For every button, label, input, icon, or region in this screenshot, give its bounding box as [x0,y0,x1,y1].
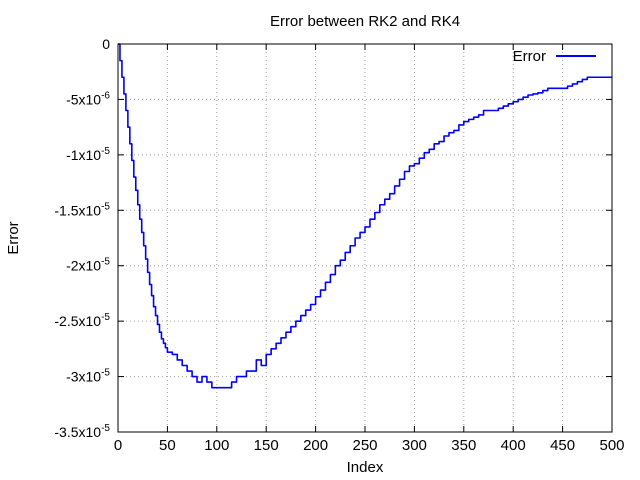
legend: Error [513,48,596,65]
y-tick-exponent: -5 [101,423,110,434]
legend-label: Error [513,48,546,65]
y-tick-label: -2x10-5 [66,257,110,274]
x-tick-label: 100 [204,437,229,454]
y-tick-mantissa: 0 [102,36,110,52]
y-tick-mantissa: -2.5x10 [54,313,101,329]
y-axis-label: Error [5,221,22,254]
x-tick-label: 300 [402,437,427,454]
x-tick-label: 350 [451,437,476,454]
y-tick-label: -2.5x10-5 [54,312,110,329]
chart-title: Error between RK2 and RK4 [270,13,460,30]
series-layer [118,43,612,389]
y-tick-mantissa: -3.5x10 [54,424,101,440]
x-tick-label: 250 [352,437,377,454]
y-tick-exponent: -5 [101,368,110,379]
y-tick-label: -1.5x10-5 [54,201,110,218]
x-tick-label: 150 [254,437,279,454]
y-tick-mantissa: -1.5x10 [54,202,101,218]
y-tick-label: -5x10-6 [66,90,110,107]
x-tick-label: 400 [501,437,526,454]
y-tick-mantissa: -2x10 [66,258,101,274]
x-tick-label: 200 [303,437,328,454]
y-axis: 0-5x10-6-1x10-5-1.5x10-5-2x10-5-2.5x10-5… [54,36,612,440]
y-tick-exponent: -5 [101,201,110,212]
x-axis-label: Index [347,459,384,476]
y-tick-label: -3x10-5 [66,368,110,385]
y-tick-label: 0 [102,36,110,52]
x-tick-label: 500 [599,437,624,454]
x-tick-label: 450 [550,437,575,454]
y-tick-label: -1x10-5 [66,146,110,163]
y-tick-mantissa: -3x10 [66,369,101,385]
y-tick-exponent: -6 [101,90,110,101]
y-tick-exponent: -5 [101,146,110,157]
plot-border [117,43,613,433]
y-tick-mantissa: -1x10 [66,147,101,163]
grid [118,44,612,432]
y-tick-exponent: -5 [101,257,110,268]
y-tick-mantissa: -5x10 [66,91,101,107]
x-tick-label: 0 [114,437,122,454]
y-tick-exponent: -5 [101,312,110,323]
x-axis: 0 50 100 150 200 250 300 350 400 450 500 [114,44,625,454]
series-line-error [118,43,612,389]
x-tick-label: 50 [159,437,176,454]
y-tick-label: -3.5x10-5 [54,423,110,440]
